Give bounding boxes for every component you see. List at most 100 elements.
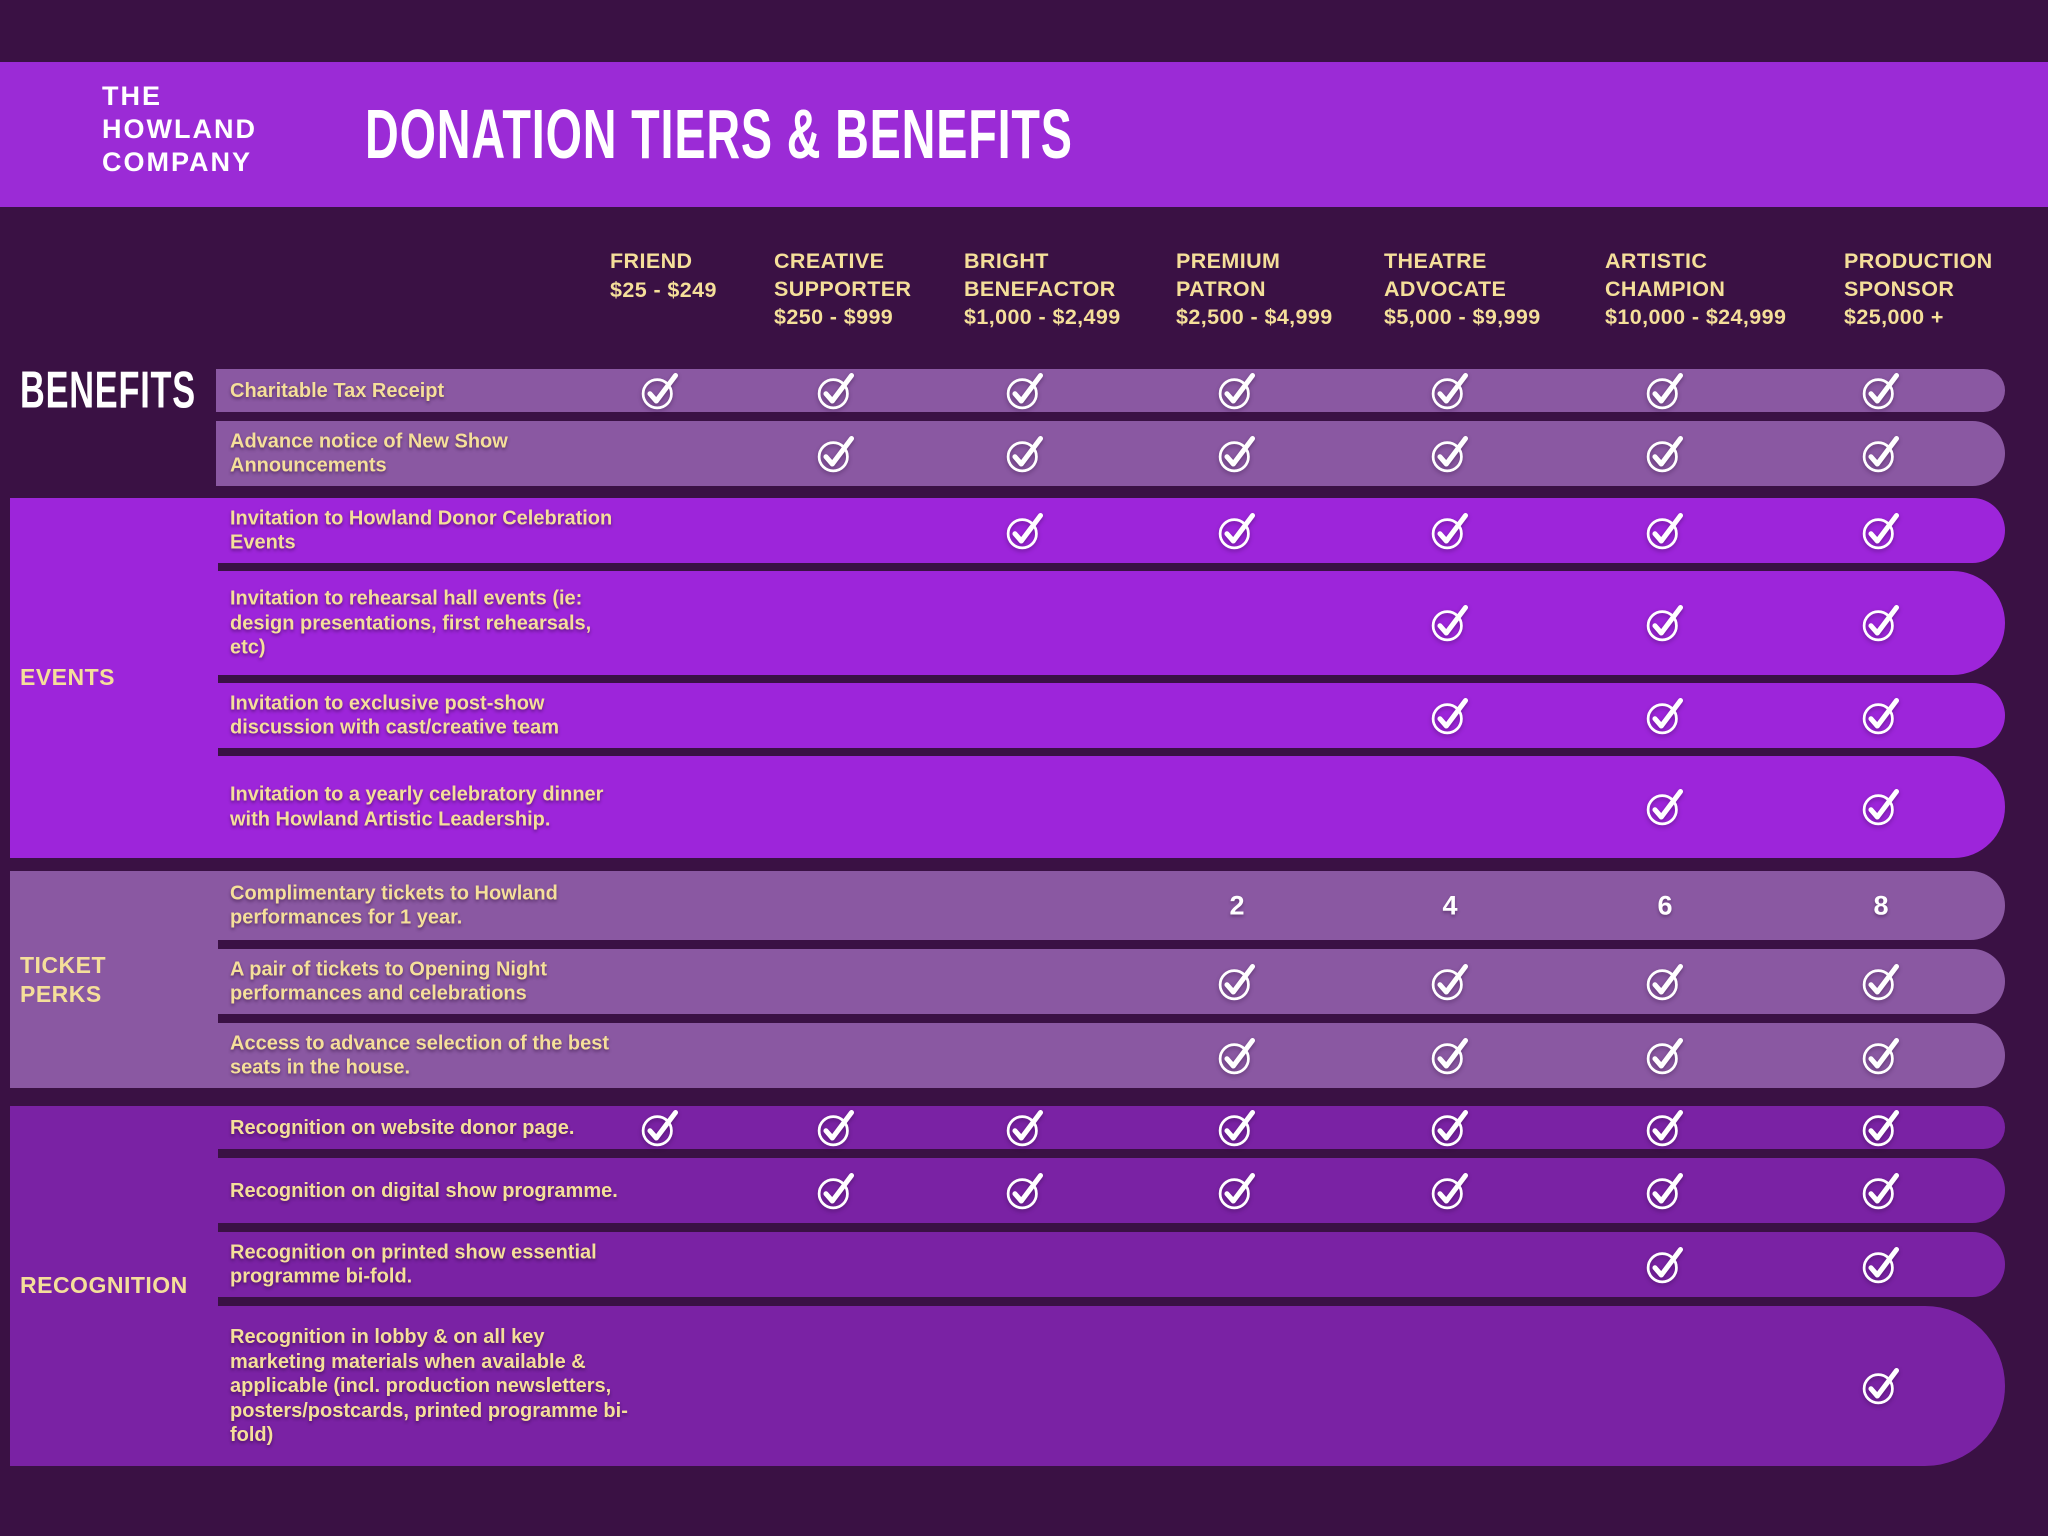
check-cell [639,370,681,412]
tier-range: $25 - $249 [610,277,717,302]
ticket-count: 8 [1873,890,1889,920]
check-cell [1644,1107,1686,1149]
circled-checkmark-icon [1644,1244,1686,1286]
benefit-row: Charitable Tax Receipt [216,369,2005,412]
benefit-row: Access to advance selection of the best … [216,1023,2005,1088]
value-cell: 8 [1873,890,1888,921]
check-cell [1216,433,1258,475]
check-cell [1860,1107,1902,1149]
check-cell [1429,433,1471,475]
section-label-ticket-perks: TICKET PERKS [20,952,107,1007]
check-cell [1429,370,1471,412]
circled-checkmark-icon [815,1170,857,1212]
benefit-label: Access to advance selection of the best … [230,1032,610,1079]
tier-header-bright-benefactor: BRIGHT BENEFACTOR $1,000 - $2,499 [964,248,1121,332]
check-cell [815,1170,857,1212]
circled-checkmark-icon [1860,961,1902,1003]
benefit-row: A pair of tickets to Opening Night perfo… [216,949,2005,1014]
check-cell [1860,602,1902,644]
check-cell [1216,961,1258,1003]
check-cell [1216,510,1258,552]
circled-checkmark-icon [1216,433,1258,475]
check-cell [1860,1170,1902,1212]
circled-checkmark-icon [1860,433,1902,475]
tier-range: $2,500 - $4,999 [1176,305,1333,329]
benefit-row: Invitation to exclusive post-show discus… [216,683,2005,748]
benefit-row: Recognition in lobby & on all key market… [216,1306,2005,1466]
ticket-count: 6 [1657,890,1673,920]
check-cell [1429,961,1471,1003]
tier-name-line: ADVOCATE [1384,276,1507,301]
tier-header-artistic-champion: ARTISTIC CHAMPION $10,000 - $24,999 [1605,248,1786,332]
tier-name-line: THEATRE [1384,249,1487,273]
benefit-label: Invitation to exclusive post-show discus… [230,692,560,739]
circled-checkmark-icon [1216,370,1258,412]
check-cell [1860,1365,1902,1407]
benefit-label: Invitation to a yearly celebratory dinne… [230,783,604,831]
tier-name-line: FRIEND [610,249,693,273]
page-title-wrap: DONATION TIERS & BENEFITS [365,62,1228,207]
check-cell [1644,433,1686,475]
circled-checkmark-icon [1644,961,1686,1003]
circled-checkmark-icon [1644,433,1686,475]
check-cell [1429,695,1471,737]
circled-checkmark-icon [1860,602,1902,644]
circled-checkmark-icon [1216,1170,1258,1212]
circled-checkmark-icon [1644,602,1686,644]
benefit-row: Invitation to a yearly celebratory dinne… [216,756,2005,858]
brand-line-2: HOWLAND [102,114,257,144]
circled-checkmark-icon [1644,1035,1686,1077]
check-cell [1644,1035,1686,1077]
tier-header-premium-patron: PREMIUM PATRON $2,500 - $4,999 [1176,248,1333,332]
section-label-benefits: BENEFITS [20,361,196,420]
check-cell [1644,1170,1686,1212]
circled-checkmark-icon [815,433,857,475]
check-cell [1644,1244,1686,1286]
circled-checkmark-icon [1644,370,1686,412]
check-cell [1644,961,1686,1003]
section-panel-events [10,498,218,858]
check-cell [1429,602,1471,644]
benefit-row: Recognition on website donor page. [216,1106,2005,1149]
tier-name-line: PRODUCTION [1844,249,1993,273]
circled-checkmark-icon [1429,961,1471,1003]
check-cell [1860,961,1902,1003]
tier-name-line: ARTISTIC [1605,249,1708,273]
benefit-label: Charitable Tax Receipt [230,379,445,402]
check-cell [815,433,857,475]
circled-checkmark-icon [1860,1107,1902,1149]
tier-range: $25,000 + [1844,305,1944,329]
circled-checkmark-icon [1004,1107,1046,1149]
value-cell: 6 [1657,890,1672,921]
brand-line-3: COMPANY [102,147,253,177]
section-panel-recognition [10,1106,218,1466]
circled-checkmark-icon [1429,433,1471,475]
circled-checkmark-icon [1860,510,1902,552]
tier-range: $5,000 - $9,999 [1384,305,1541,329]
check-cell [815,370,857,412]
ticket-count: 2 [1229,890,1245,920]
tier-name-line: SUPPORTER [774,276,912,301]
check-cell [1429,1107,1471,1149]
check-cell [1860,510,1902,552]
tier-range: $250 - $999 [774,305,894,329]
circled-checkmark-icon [1216,961,1258,1003]
benefit-row: Recognition on printed show essential pr… [216,1232,2005,1297]
check-cell [1860,1244,1902,1286]
tier-header-theatre-advocate: THEATRE ADVOCATE $5,000 - $9,999 [1384,248,1541,332]
check-cell [1216,1170,1258,1212]
tier-range: $1,000 - $2,499 [964,305,1121,329]
check-cell [1860,433,1902,475]
circled-checkmark-icon [1860,1244,1902,1286]
circled-checkmark-icon [1429,370,1471,412]
brand-logo: THE HOWLAND COMPANY [102,80,257,179]
check-cell [1644,695,1686,737]
benefit-label: Complimentary tickets to Howland perform… [230,882,558,929]
circled-checkmark-icon [1644,695,1686,737]
tier-name-line: SPONSOR [1844,276,1955,301]
check-cell [1860,1035,1902,1077]
benefit-row: Advance notice of New Show Announcements [216,421,2005,486]
benefit-row: Complimentary tickets to Howland perform… [216,871,2005,940]
circled-checkmark-icon [1860,1365,1902,1407]
circled-checkmark-icon [1644,510,1686,552]
